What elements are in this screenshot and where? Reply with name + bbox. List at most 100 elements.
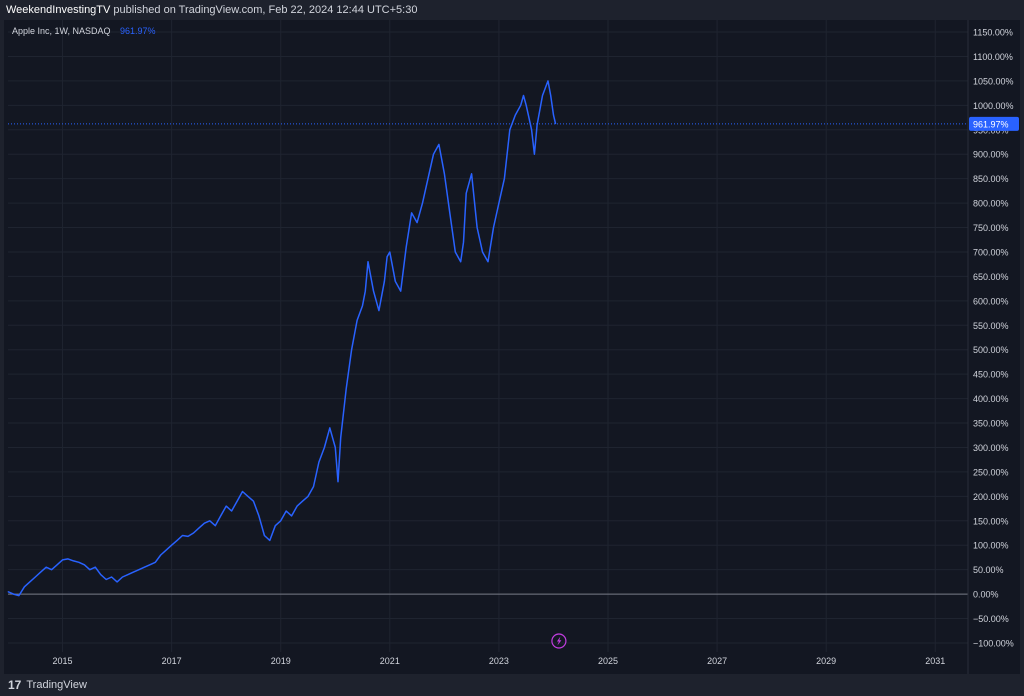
- data-point: [465, 192, 467, 194]
- data-point: [514, 114, 516, 116]
- x-tick-label: 2015: [53, 656, 73, 666]
- y-tick-label: 650.00%: [973, 272, 1009, 282]
- tradingview-logo-icon[interactable]: 17: [8, 678, 22, 692]
- data-point: [111, 576, 113, 578]
- x-tick-label: 2025: [598, 656, 618, 666]
- data-point: [18, 595, 20, 596]
- data-point: [51, 569, 53, 571]
- data-point: [291, 515, 293, 517]
- y-tick-label: −100.00%: [973, 639, 1014, 649]
- data-point: [329, 427, 331, 429]
- data-point: [67, 558, 69, 560]
- data-point: [533, 153, 535, 155]
- data-point: [187, 536, 189, 537]
- y-tick-label: 400.00%: [973, 394, 1009, 404]
- y-tick-label: −50.00%: [973, 614, 1009, 624]
- last-value-badge: [969, 116, 1019, 131]
- data-point: [337, 481, 339, 483]
- data-point: [383, 280, 385, 282]
- data-point: [176, 539, 178, 541]
- data-point: [285, 510, 287, 512]
- data-point: [225, 505, 227, 507]
- legend-symbol: Apple Inc, 1W, NASDAQ: [12, 26, 111, 36]
- data-point: [171, 544, 173, 546]
- data-point: [318, 461, 320, 463]
- data-point: [400, 290, 402, 292]
- data-point: [523, 95, 524, 96]
- data-point: [40, 571, 42, 573]
- x-tick-label: 2029: [816, 656, 836, 666]
- lightning-event-icon: [551, 633, 567, 649]
- data-point: [258, 515, 260, 517]
- y-tick-label: 0.00%: [973, 590, 999, 600]
- data-point: [122, 576, 123, 578]
- y-tick-label: 850.00%: [973, 174, 1009, 184]
- y-tick-label: 800.00%: [973, 199, 1009, 209]
- x-tick-label: 2023: [489, 656, 509, 666]
- y-tick-label: 500.00%: [973, 345, 1009, 355]
- y-tick-label: 200.00%: [973, 492, 1009, 502]
- data-point: [313, 486, 314, 487]
- data-point: [138, 569, 140, 571]
- x-tick-label: 2019: [271, 656, 291, 666]
- data-point: [482, 251, 483, 253]
- data-point: [487, 261, 489, 263]
- data-point: [471, 173, 473, 175]
- data-point: [433, 153, 434, 155]
- data-point: [307, 495, 309, 497]
- y-tick-label: 50.00%: [973, 565, 1004, 575]
- data-point: [389, 251, 391, 253]
- data-point: [345, 388, 347, 390]
- y-tick-label: 1100.00%: [973, 52, 1013, 62]
- data-point: [105, 579, 107, 580]
- data-point: [405, 246, 407, 248]
- data-point: [302, 500, 303, 502]
- y-tick-label: 750.00%: [973, 223, 1009, 233]
- data-point: [531, 129, 533, 131]
- data-point: [269, 539, 271, 541]
- x-tick-label: 2017: [162, 656, 182, 666]
- data-point: [443, 173, 445, 175]
- y-tick-label: 450.00%: [973, 370, 1009, 380]
- data-point: [525, 104, 527, 106]
- y-tick-label: 300.00%: [973, 443, 1009, 453]
- data-point: [536, 124, 538, 126]
- publisher-name[interactable]: WeekendInvestingTV: [6, 4, 111, 16]
- data-point: [463, 241, 464, 243]
- data-point: [547, 80, 549, 82]
- chart-svg[interactable]: 1150.00%1100.00%1050.00%1000.00%950.00%9…: [4, 20, 1020, 674]
- footer-brand[interactable]: TradingView: [26, 679, 87, 691]
- data-point: [555, 123, 557, 125]
- publication-info: published on TradingView.com, Feb 22, 20…: [113, 4, 418, 16]
- data-point: [394, 280, 396, 282]
- data-point: [542, 95, 543, 96]
- x-tick-label: 2027: [707, 656, 727, 666]
- data-point: [149, 564, 151, 566]
- data-point: [323, 447, 325, 448]
- data-point: [364, 290, 366, 292]
- series-line: [7, 80, 557, 597]
- data-point: [231, 510, 233, 512]
- data-point: [78, 561, 80, 563]
- data-point: [498, 202, 500, 204]
- data-point: [34, 576, 36, 578]
- data-point: [438, 144, 440, 145]
- chart-frame[interactable]: 1150.00%1100.00%1050.00%1000.00%950.00%9…: [4, 20, 1020, 674]
- data-point: [460, 261, 462, 263]
- y-tick-label: 350.00%: [973, 419, 1009, 429]
- data-point: [280, 520, 282, 522]
- data-point: [253, 500, 254, 502]
- x-tick-label: 2031: [925, 656, 945, 666]
- data-point: [182, 535, 183, 536]
- data-point: [334, 447, 336, 448]
- data-point: [56, 564, 58, 566]
- y-tick-label: 250.00%: [973, 467, 1009, 477]
- y-tick-label: 550.00%: [973, 321, 1009, 331]
- y-tick-label: 1150.00%: [973, 28, 1013, 38]
- data-point: [503, 178, 505, 180]
- data-point: [274, 525, 276, 527]
- data-point: [296, 505, 298, 507]
- y-tick-label: 600.00%: [973, 296, 1009, 306]
- data-point: [493, 227, 494, 228]
- data-point: [83, 564, 85, 566]
